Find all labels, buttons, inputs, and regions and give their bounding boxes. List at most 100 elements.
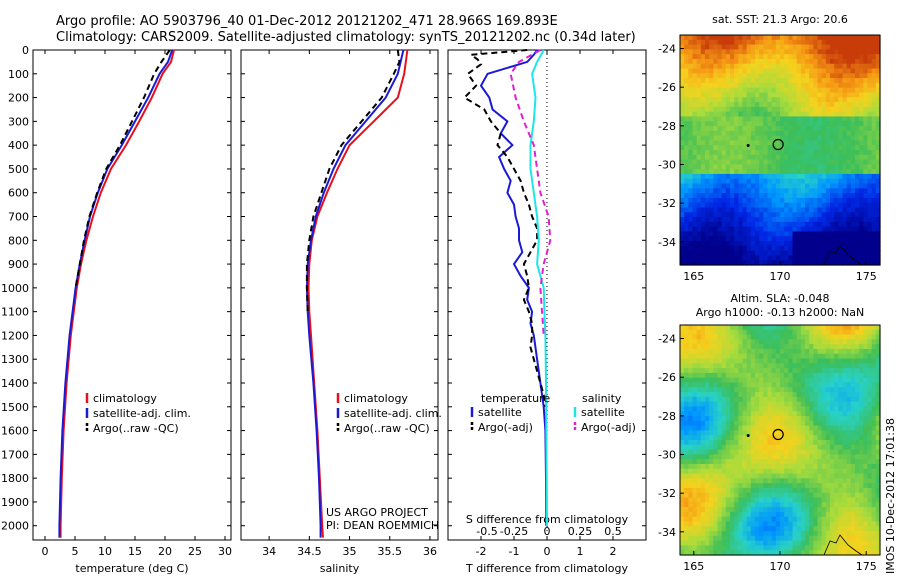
map-cell <box>863 140 869 146</box>
map-cell <box>730 411 735 417</box>
map-cell <box>875 188 881 194</box>
map-cell <box>834 178 839 185</box>
map-cell <box>859 145 864 151</box>
map-cell <box>859 35 864 41</box>
map-cell <box>875 231 881 237</box>
map-cell <box>759 35 764 41</box>
map-cell <box>846 425 852 432</box>
map-cell <box>800 483 806 489</box>
map-cell <box>863 44 869 50</box>
map-cell <box>742 245 748 252</box>
map-cell <box>746 44 752 50</box>
map-cell <box>817 49 823 55</box>
map-x-tick-label: 165 <box>683 270 704 283</box>
map-cell <box>780 102 785 108</box>
map-cell <box>680 58 685 65</box>
map-cell <box>721 159 727 165</box>
map-cell <box>863 164 869 170</box>
map-cell <box>775 535 781 542</box>
map-cell <box>859 411 864 417</box>
map-cell <box>755 140 760 146</box>
map-cell <box>721 106 727 113</box>
map-cell <box>763 463 769 470</box>
map-cell <box>850 221 856 228</box>
map-cell <box>863 358 869 364</box>
map-cell <box>850 140 856 146</box>
map-cell <box>813 392 819 398</box>
map-cell <box>717 260 723 266</box>
map-cell <box>725 516 731 523</box>
map-cell <box>700 159 706 165</box>
map-cell <box>788 325 794 331</box>
map-cell <box>846 135 852 142</box>
map-cell <box>717 372 723 379</box>
map-cell <box>696 121 702 127</box>
map-cell <box>780 358 785 364</box>
map-cell <box>871 406 877 412</box>
map-cell <box>792 145 798 151</box>
map-cell <box>734 425 739 432</box>
map-cell <box>742 353 748 360</box>
map-cell <box>700 154 706 161</box>
map-cell <box>792 511 798 518</box>
map-cell <box>696 111 702 118</box>
map-cell <box>755 188 760 194</box>
map-cell <box>725 140 731 146</box>
map-cell <box>800 63 806 70</box>
map-cell <box>692 526 698 532</box>
map-cell <box>830 516 835 523</box>
map-cell <box>721 483 727 489</box>
map-cell <box>746 92 752 98</box>
map-cell <box>730 392 735 398</box>
map-cell <box>875 250 881 257</box>
map-cell <box>730 207 735 213</box>
map-cell <box>800 58 806 65</box>
map-cell <box>834 164 839 170</box>
map-cell <box>792 154 798 161</box>
map-cell <box>750 173 756 180</box>
map-cell <box>805 217 810 223</box>
map-cell <box>680 236 685 242</box>
map-cell <box>855 449 860 455</box>
map-cell <box>809 425 814 432</box>
map-cell <box>821 435 827 441</box>
map-cell <box>830 178 835 185</box>
map-cell <box>775 339 781 345</box>
map-cell <box>725 102 731 108</box>
map-cell <box>850 540 856 547</box>
map-cell <box>817 454 823 460</box>
map-cell <box>867 392 873 398</box>
map-cell <box>780 526 785 532</box>
map-cell <box>709 226 714 233</box>
map-cell <box>830 87 835 94</box>
map-cell <box>821 221 827 228</box>
map-cell <box>717 406 723 412</box>
x-axis-label: salinity <box>320 562 360 575</box>
credit-line-2: PI: DEAN ROEMMICH <box>326 519 439 532</box>
map-cell <box>813 463 819 470</box>
map-cell <box>825 425 831 432</box>
map-cell <box>834 193 839 199</box>
map-cell <box>763 92 769 98</box>
map-cell <box>813 154 819 161</box>
map-cell <box>692 217 698 223</box>
map-cell <box>705 459 710 465</box>
map-cell <box>792 73 798 79</box>
map-cell <box>680 325 685 331</box>
map-cell <box>821 150 827 156</box>
map-cell <box>800 459 806 465</box>
map-cell <box>680 368 685 374</box>
map-cell <box>692 325 698 331</box>
map-cell <box>871 444 877 451</box>
map-cell <box>842 440 848 446</box>
map-cell <box>863 411 869 417</box>
map-cell <box>684 372 689 379</box>
map-cell <box>709 173 714 180</box>
map-cell <box>855 183 860 189</box>
map-cell <box>684 159 689 165</box>
map-cell <box>859 358 864 364</box>
map-cell <box>871 435 877 441</box>
map-cell <box>800 329 806 336</box>
map-cell <box>696 449 702 455</box>
map-cell <box>759 111 764 118</box>
